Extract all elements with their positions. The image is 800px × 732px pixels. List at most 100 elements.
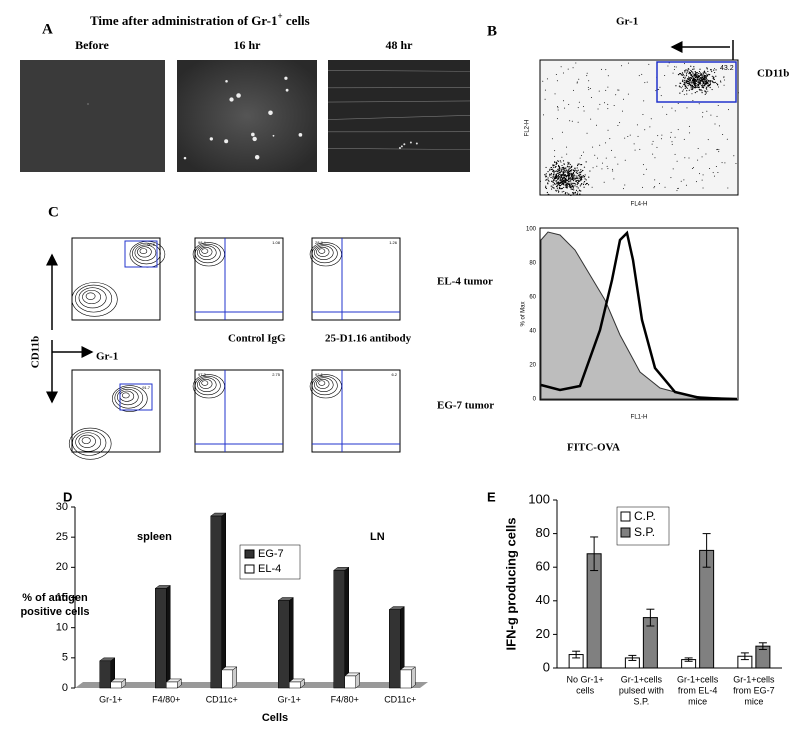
y-tick-label: 0 <box>543 659 550 674</box>
dot <box>639 148 641 150</box>
tick-label: 0 <box>533 397 537 403</box>
dot <box>612 170 614 172</box>
dot <box>728 109 730 111</box>
dot <box>596 157 598 159</box>
dot <box>567 181 570 183</box>
scan-line <box>327 148 471 150</box>
dot <box>575 172 577 174</box>
dot <box>642 113 644 115</box>
bar <box>344 675 356 689</box>
dot <box>660 95 662 97</box>
dot <box>567 170 569 172</box>
dot <box>686 69 688 71</box>
dot <box>595 124 597 126</box>
dot <box>576 180 578 182</box>
dot <box>691 74 693 76</box>
y-tick-label: 0 <box>62 682 68 694</box>
dot <box>557 181 560 183</box>
dot <box>690 72 692 74</box>
dot <box>567 161 569 163</box>
dot <box>582 169 584 172</box>
dot <box>677 74 680 76</box>
dot <box>718 149 720 151</box>
dot <box>577 121 579 123</box>
dot <box>695 82 697 85</box>
dot <box>576 183 578 186</box>
dot <box>692 81 694 83</box>
bar <box>210 515 222 689</box>
dot <box>705 153 707 155</box>
dot <box>699 72 701 74</box>
dot <box>692 75 694 78</box>
dot <box>706 86 708 88</box>
dot <box>714 68 716 70</box>
dot <box>650 118 652 120</box>
dot <box>696 73 698 75</box>
x-tick-label: from EG-7 <box>733 685 775 695</box>
dot <box>572 193 574 195</box>
dot <box>555 163 557 166</box>
dot <box>684 76 686 78</box>
dots <box>539 61 737 197</box>
dot <box>683 82 685 84</box>
dot <box>576 172 579 174</box>
dot <box>622 188 624 190</box>
axis-label: FL4-H <box>631 202 648 208</box>
dot <box>687 70 689 72</box>
y-tick-label: 5 <box>62 652 68 664</box>
dot <box>681 72 684 74</box>
dot <box>701 75 703 77</box>
dot <box>581 175 583 177</box>
dot <box>554 166 556 168</box>
dot <box>692 68 694 70</box>
micrograph <box>177 60 317 172</box>
dot <box>586 72 588 74</box>
dot <box>572 192 574 194</box>
dot <box>582 176 584 178</box>
row-title: EL-4 tumor <box>437 276 493 288</box>
dot <box>687 82 689 85</box>
dot <box>568 166 570 168</box>
gate-value: 28.8 <box>315 240 324 245</box>
dot <box>578 78 580 80</box>
dot <box>718 151 720 153</box>
dot <box>735 163 737 165</box>
dot <box>618 89 620 91</box>
dot <box>661 134 663 136</box>
dot <box>560 170 563 172</box>
dot <box>676 190 678 192</box>
dot <box>564 171 566 173</box>
dot <box>685 85 687 87</box>
dot <box>576 175 578 177</box>
contour <box>201 248 209 254</box>
dot <box>710 114 712 116</box>
dot <box>578 172 580 174</box>
dot <box>577 107 579 109</box>
spot <box>285 88 289 92</box>
dot <box>727 187 729 189</box>
dot <box>689 77 691 79</box>
dot <box>544 174 546 176</box>
y-tick-label: 60 <box>536 559 550 574</box>
dot <box>584 178 586 180</box>
dot <box>673 69 675 71</box>
column-title: Before <box>75 38 109 52</box>
dot <box>603 181 605 183</box>
x-tick-label: CD11c+ <box>384 694 416 704</box>
dot <box>607 108 609 110</box>
dot <box>705 76 707 78</box>
dot <box>702 74 704 76</box>
spot <box>415 142 418 145</box>
dot <box>546 178 548 181</box>
spot <box>251 132 255 137</box>
dot <box>577 182 579 185</box>
dot <box>674 110 676 112</box>
dot <box>577 174 580 176</box>
dot <box>703 77 705 79</box>
dot <box>572 184 574 186</box>
contour <box>194 375 221 396</box>
dot <box>556 171 558 173</box>
dot <box>687 85 689 87</box>
axis-label: FL1-H <box>631 415 648 421</box>
dot <box>568 185 570 188</box>
